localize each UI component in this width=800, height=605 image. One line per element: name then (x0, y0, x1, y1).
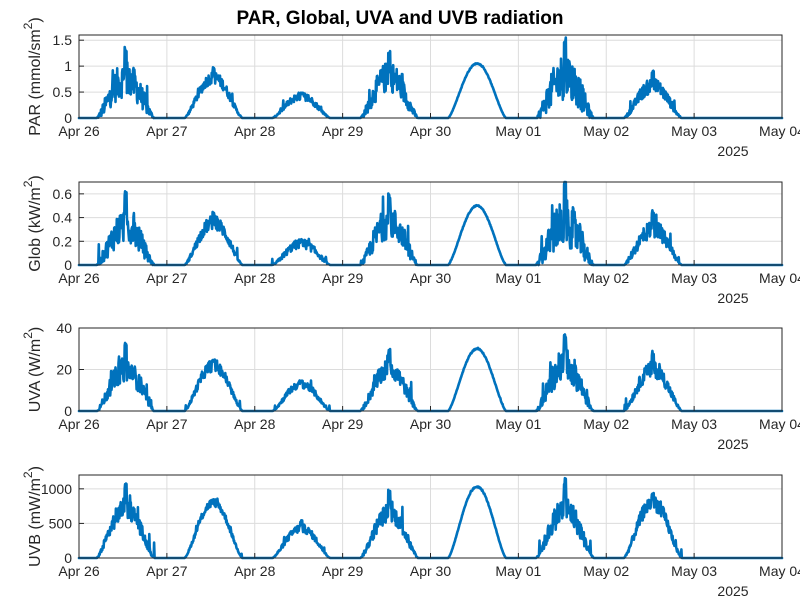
x-tick-label: Apr 28 (234, 270, 275, 286)
x-tick-label: Apr 28 (234, 563, 275, 579)
year-label: 2025 (717, 436, 748, 452)
x-tick-label: Apr 28 (234, 123, 275, 139)
x-tick-label: May 04 (759, 416, 800, 432)
x-tick-label: Apr 30 (410, 563, 451, 579)
y-tick-label: 20 (56, 362, 72, 378)
x-tick-label: Apr 26 (58, 123, 99, 139)
x-tick-label: May 03 (671, 563, 717, 579)
x-tick-label: Apr 30 (410, 123, 451, 139)
panel-1: 0 0.5 1 1.5 Apr 26 Apr 27 Apr 28 Apr 29 Apr 30 Ma… (21, 17, 800, 159)
y-tick-label: 1000 (41, 481, 72, 497)
year-label: 2025 (717, 143, 748, 159)
x-tick-label: Apr 29 (322, 270, 363, 286)
x-tick-label: May 02 (583, 123, 629, 139)
x-tick-label: Apr 29 (322, 563, 363, 579)
x-tick-label: Apr 26 (58, 416, 99, 432)
y-tick-label: 0 (64, 110, 72, 126)
y-tick-label: 0.5 (53, 84, 73, 100)
chart-panels: 0 0.5 1 1.5 Apr 26 Apr 27 Apr 28 Apr 29 Apr 30 Ma… (21, 17, 800, 599)
year-label: 2025 (717, 290, 748, 306)
y-tick-label: 0 (64, 403, 72, 419)
x-tick-label: Apr 27 (146, 563, 187, 579)
x-tick-label: May 02 (583, 270, 629, 286)
y-axis-label: Glob (kW/m2) (21, 175, 44, 271)
panel-2: 0 0.2 0.4 0.6 Apr 26 Apr 27 Apr 28 Apr 29 Apr 30… (21, 175, 800, 306)
x-tick-label: Apr 27 (146, 270, 187, 286)
x-tick-label: May 01 (495, 123, 541, 139)
x-tick-label: May 04 (759, 563, 800, 579)
x-tick-label: Apr 30 (410, 416, 451, 432)
y-tick-label: 0.4 (53, 210, 73, 226)
x-tick-label: May 01 (495, 416, 541, 432)
x-tick-label: Apr 27 (146, 416, 187, 432)
y-tick-label: 0.6 (53, 186, 73, 202)
x-tick-label: May 02 (583, 563, 629, 579)
y-tick-label: 500 (49, 515, 73, 531)
x-tick-label: May 03 (671, 270, 717, 286)
year-label: 2025 (717, 583, 748, 599)
y-axis-label: UVB (mW/m2) (21, 466, 44, 567)
x-tick-label: Apr 29 (322, 123, 363, 139)
x-tick-label: Apr 28 (234, 416, 275, 432)
y-tick-label: 0 (64, 257, 72, 273)
x-tick-label: May 04 (759, 270, 800, 286)
panel-3: 0 20 40 Apr 26 Apr 27 Apr 28 Apr 29 Apr 30 May 0… (21, 320, 800, 452)
y-axis-label: PAR (mmol/sm2) (21, 17, 44, 135)
y-tick-label: 1 (64, 58, 72, 74)
y-tick-label: 0 (64, 550, 72, 566)
x-tick-label: May 04 (759, 123, 800, 139)
x-tick-label: May 01 (495, 270, 541, 286)
y-tick-label: 1.5 (53, 32, 73, 48)
y-axis-label: UVA (W/m2) (21, 327, 44, 413)
x-tick-label: Apr 26 (58, 270, 99, 286)
x-tick-label: Apr 30 (410, 270, 451, 286)
x-tick-label: May 03 (671, 123, 717, 139)
figure-title: PAR, Global, UVA and UVB radiation (237, 8, 564, 29)
panel-4: 0 500 1000 Apr 26 Apr 27 Apr 28 Apr 29 Apr 30 Ma… (21, 466, 800, 599)
y-tick-label: 40 (56, 320, 72, 336)
y-tick-label: 0.2 (53, 233, 73, 249)
x-tick-label: Apr 27 (146, 123, 187, 139)
x-tick-label: Apr 26 (58, 563, 99, 579)
x-tick-label: May 01 (495, 563, 541, 579)
x-tick-label: Apr 29 (322, 416, 363, 432)
x-tick-label: May 02 (583, 416, 629, 432)
x-tick-label: May 03 (671, 416, 717, 432)
